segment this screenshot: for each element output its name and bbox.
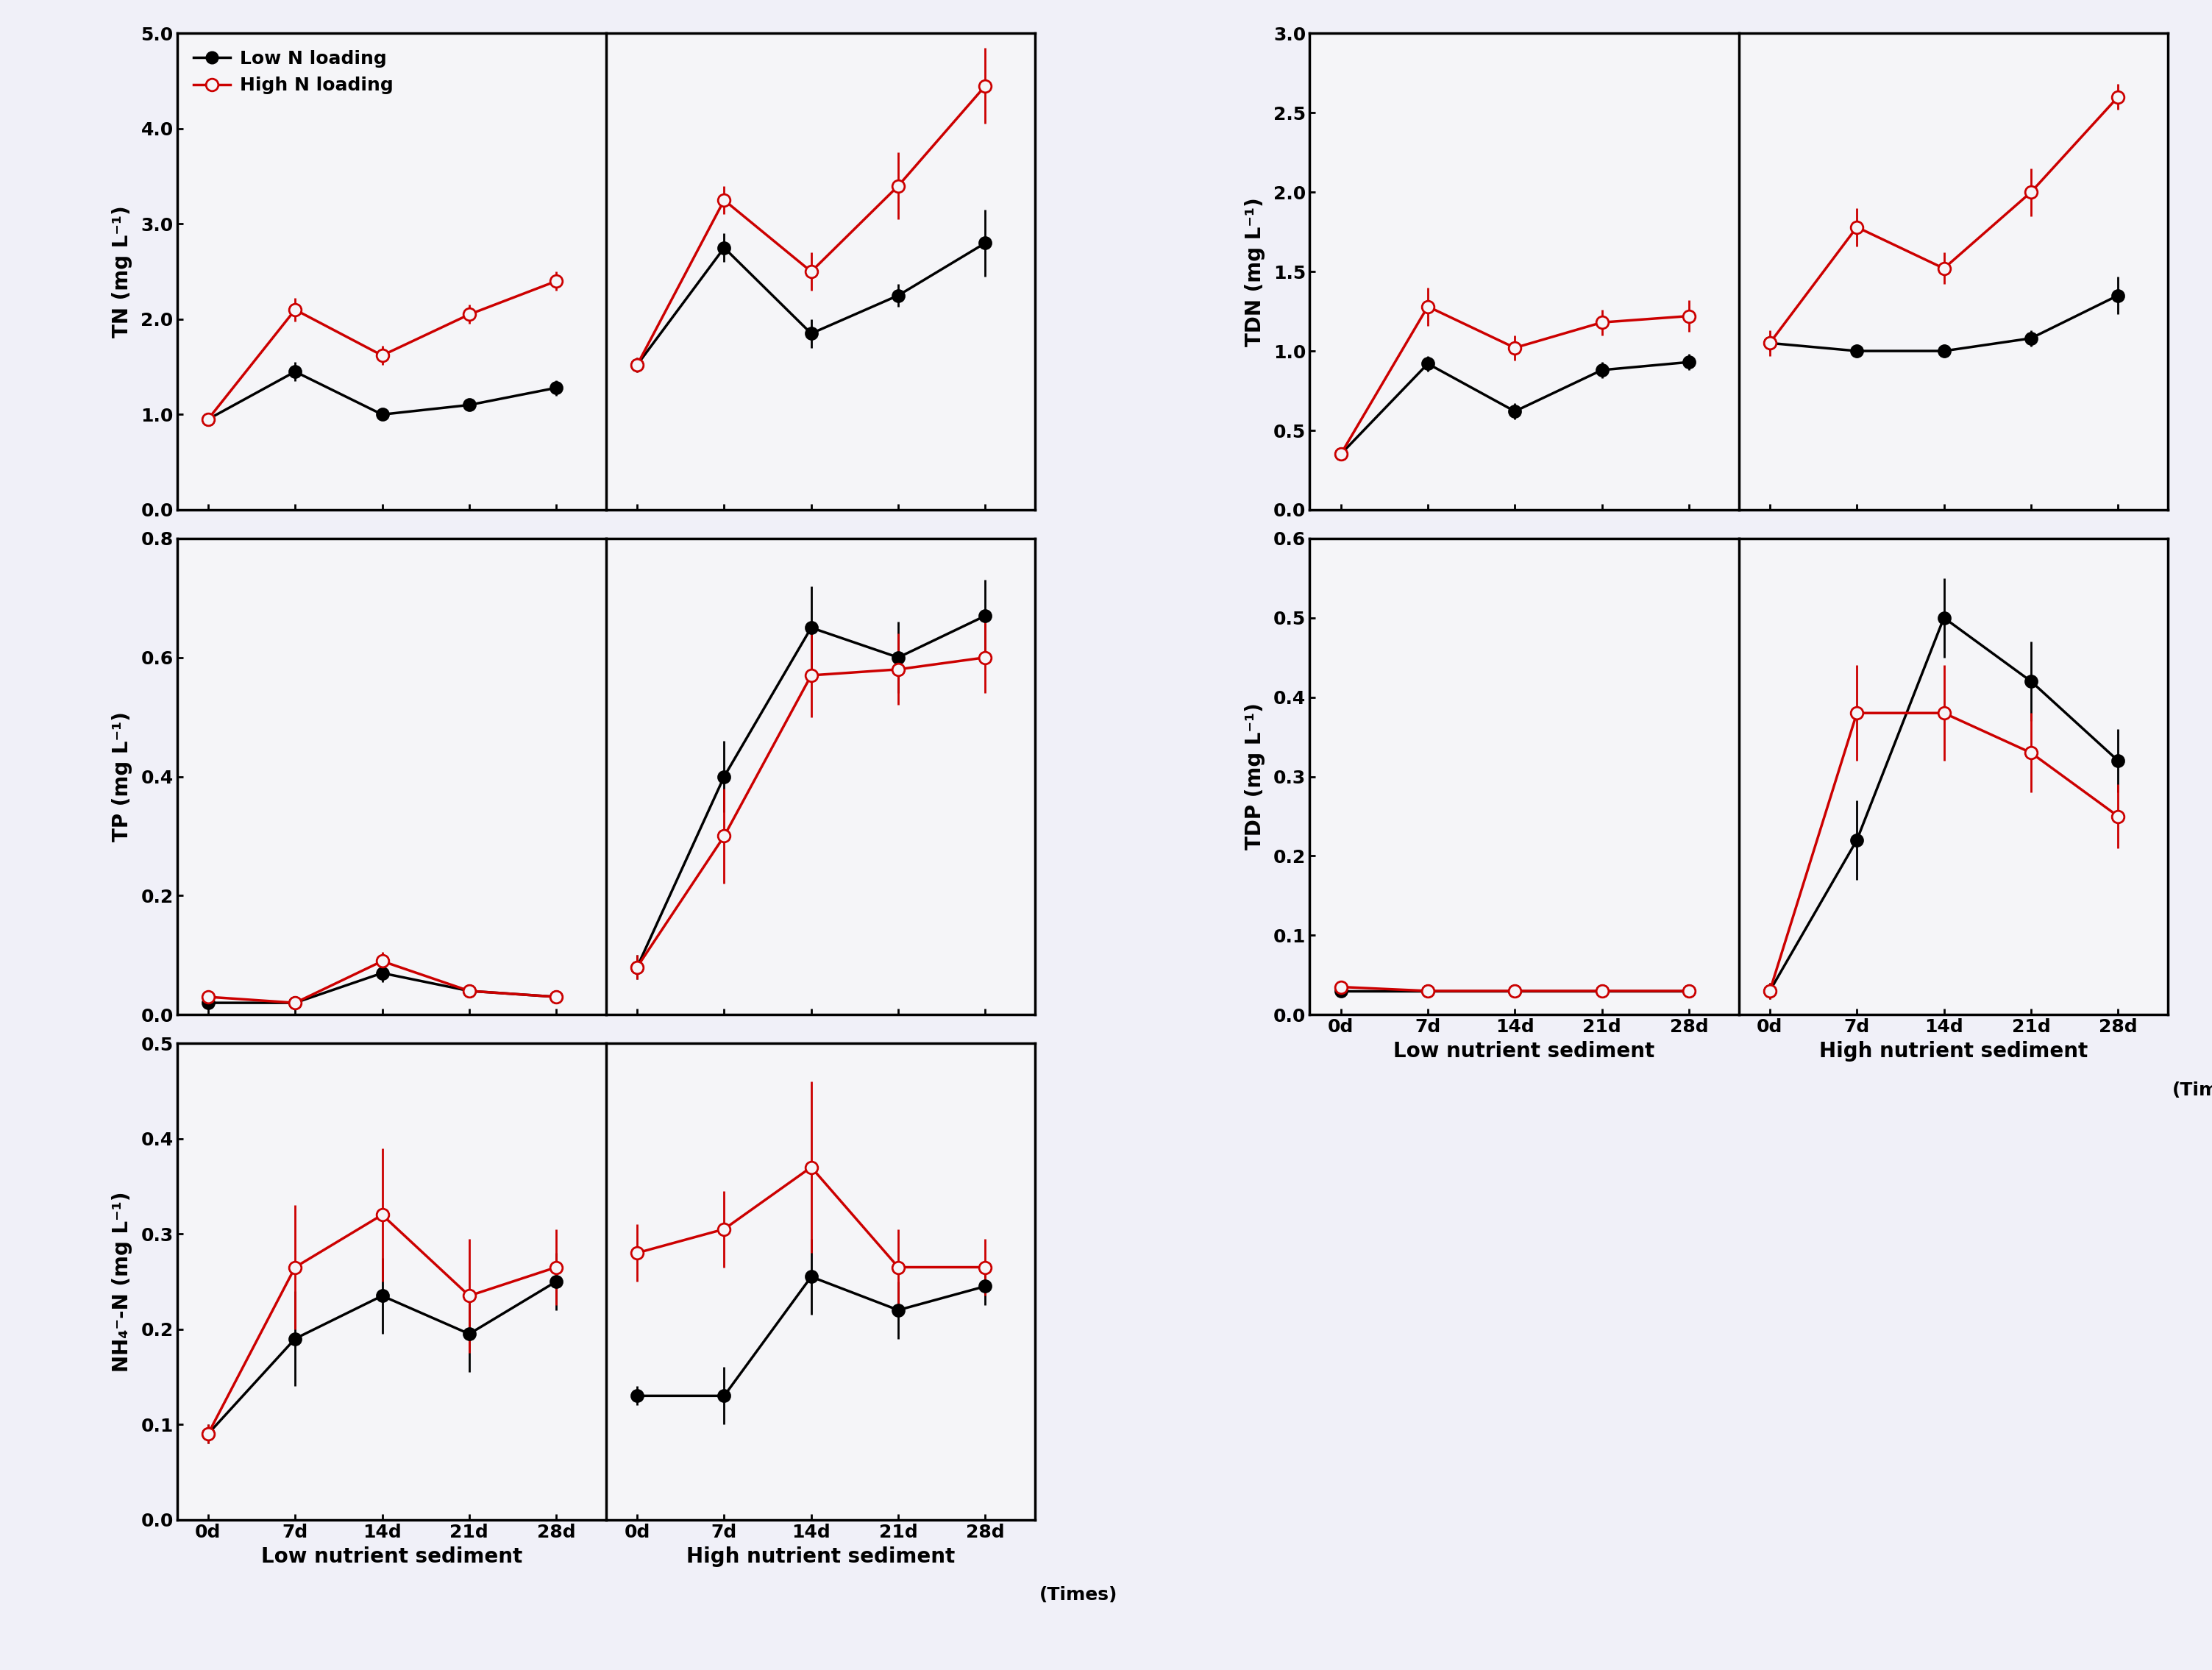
X-axis label: High nutrient sediment: High nutrient sediment — [1818, 1040, 2088, 1062]
X-axis label: High nutrient sediment: High nutrient sediment — [686, 1546, 956, 1566]
Legend: Low N loading, High N loading: Low N loading, High N loading — [186, 43, 400, 102]
Y-axis label: TP (mg L⁻¹): TP (mg L⁻¹) — [113, 711, 133, 842]
Text: (Times): (Times) — [2172, 1082, 2212, 1099]
X-axis label: Low nutrient sediment: Low nutrient sediment — [1394, 1040, 1655, 1062]
X-axis label: Low nutrient sediment: Low nutrient sediment — [261, 1546, 522, 1566]
Y-axis label: TDN (mg L⁻¹): TDN (mg L⁻¹) — [1245, 197, 1265, 346]
Y-axis label: NH₄⁻-N (mg L⁻¹): NH₄⁻-N (mg L⁻¹) — [113, 1191, 133, 1371]
Y-axis label: TDP (mg L⁻¹): TDP (mg L⁻¹) — [1245, 703, 1265, 850]
Text: (Times): (Times) — [1040, 1587, 1117, 1605]
Y-axis label: TN (mg L⁻¹): TN (mg L⁻¹) — [113, 205, 133, 337]
